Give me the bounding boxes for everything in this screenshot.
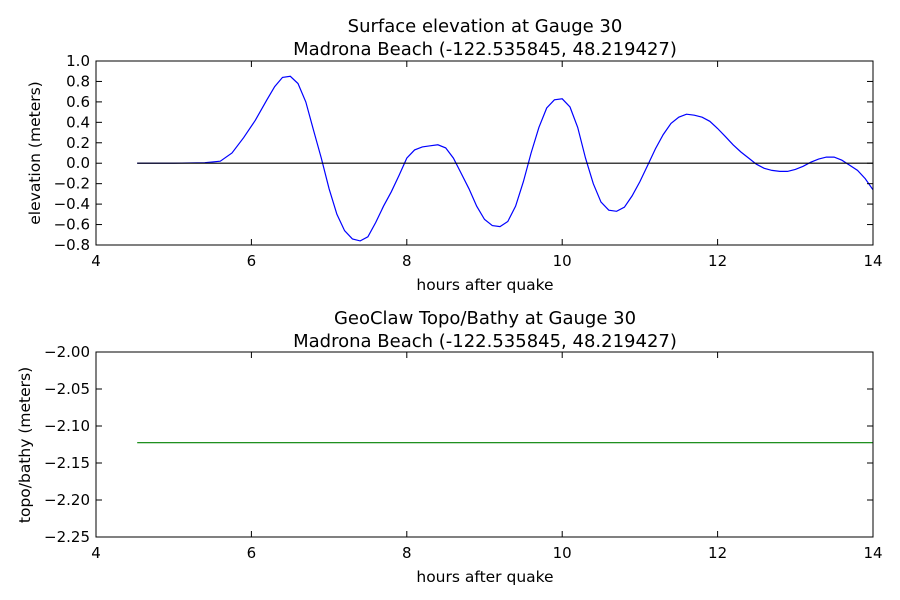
chart1-x-tick-label: 14 <box>863 252 882 270</box>
chart1-y-tick-label: −0.4 <box>54 195 90 213</box>
chart2-plot-area: 4 6 8 10 12 14 −2.25 −2.20 −2.15 −2.10 −2.05 −2.00 <box>44 343 883 562</box>
chart1-y-tick-label: 0.8 <box>66 72 90 90</box>
chart1-x-tick-label: 8 <box>402 252 412 270</box>
chart2-x-tick-label: 6 <box>247 544 257 562</box>
elevation-chart: Surface elevation at Gauge 30 Madrona Be… <box>26 16 883 294</box>
chart1-frame <box>95 60 874 246</box>
chart2-y-tick-label: −2.00 <box>44 343 90 361</box>
chart2-x-axis-label: hours after quake <box>416 568 553 586</box>
chart2-y-tick-label: −2.10 <box>44 417 90 435</box>
chart2-x-tick-label: 4 <box>91 544 101 562</box>
chart1-x-axis-label: hours after quake <box>416 276 553 294</box>
chart2-title-line1: GeoClaw Topo/Bathy at Gauge 30 <box>334 308 636 329</box>
chart2-y-tick-label: −2.15 <box>44 454 90 472</box>
chart2-y-tick-label: −2.05 <box>44 380 90 398</box>
chart1-y-tick-label: −0.2 <box>54 175 90 193</box>
topo-bathy-chart: GeoClaw Topo/Bathy at Gauge 30 Madrona B… <box>16 308 883 586</box>
chart1-y-tick-label: 0.4 <box>66 113 90 131</box>
chart2-title-line2: Madrona Beach (-122.535845, 48.219427) <box>293 331 677 352</box>
chart1-y-tick-label: 0.6 <box>66 93 90 111</box>
chart1-title-line2: Madrona Beach (-122.535845, 48.219427) <box>293 39 677 60</box>
chart1-x-tick-label: 10 <box>553 252 572 270</box>
chart1-x-tick-label: 6 <box>247 252 257 270</box>
chart2-y-tick-label: −2.20 <box>44 491 90 509</box>
chart1-y-tick-label: 0.0 <box>66 154 90 172</box>
chart1-y-tick-label: 0.2 <box>66 134 90 152</box>
chart1-title-line1: Surface elevation at Gauge 30 <box>348 16 623 37</box>
chart2-y-tick-label: −2.25 <box>44 528 90 546</box>
chart2-x-tick-label: 12 <box>708 544 727 562</box>
chart1-y-tick-label: 1.0 <box>66 52 90 70</box>
chart2-y-axis-label: topo/bathy (meters) <box>16 367 34 523</box>
chart1-x-tick-label: 4 <box>91 252 101 270</box>
chart2-frame <box>95 351 874 538</box>
chart2-x-tick-label: 10 <box>553 544 572 562</box>
chart1-x-tick-label: 12 <box>708 252 727 270</box>
chart1-y-tick-label: −0.8 <box>54 236 90 254</box>
chart2-x-tick-label: 8 <box>402 544 412 562</box>
chart1-y-axis-label: elevation (meters) <box>26 81 44 224</box>
chart2-x-tick-label: 14 <box>863 544 882 562</box>
chart1-plot-area: 4 6 8 10 12 14 −0.8 −0.6 −0.4 −0.2 0.0 0.2 0.4 0.6 0.8… <box>54 52 883 270</box>
chart1-y-tick-label: −0.6 <box>54 216 90 234</box>
